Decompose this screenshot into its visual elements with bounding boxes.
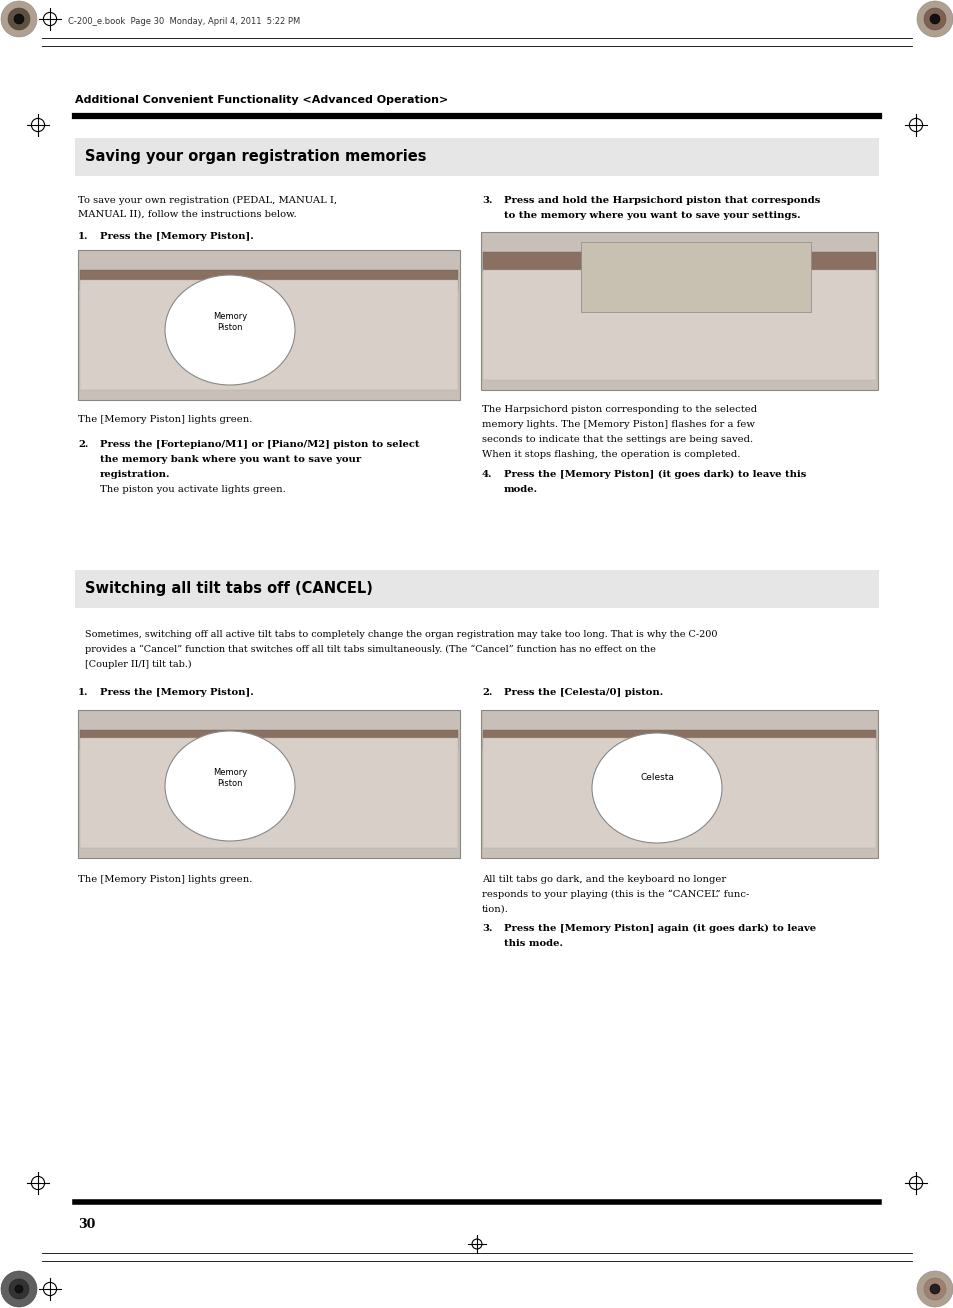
Text: memory lights. The [Memory Piston] flashes for a few: memory lights. The [Memory Piston] flash… — [481, 420, 754, 429]
Bar — [80, 280, 457, 390]
Text: C-200_e.book  Page 30  Monday, April 4, 2011  5:22 PM: C-200_e.book Page 30 Monday, April 4, 20… — [68, 17, 300, 26]
Circle shape — [15, 1284, 23, 1294]
Bar — [80, 269, 457, 290]
Ellipse shape — [165, 731, 294, 841]
Ellipse shape — [165, 275, 294, 385]
Bar — [78, 250, 459, 400]
Text: Sometimes, switching off all active tilt tabs to completely change the organ reg: Sometimes, switching off all active tilt… — [85, 630, 717, 640]
Text: registration.: registration. — [100, 470, 171, 479]
Bar — [75, 570, 878, 608]
Text: this mode.: this mode. — [503, 939, 562, 948]
Text: All tilt tabs go dark, and the keyboard no longer: All tilt tabs go dark, and the keyboard … — [481, 875, 725, 884]
Text: Memory
Piston: Memory Piston — [213, 313, 247, 332]
Text: responds to your playing (this is the “CANCEL” func-: responds to your playing (this is the “C… — [481, 889, 749, 900]
Bar — [80, 738, 457, 848]
Text: 3.: 3. — [481, 196, 492, 205]
Text: 4.: 4. — [481, 470, 492, 479]
Text: Switching all tilt tabs off (CANCEL): Switching all tilt tabs off (CANCEL) — [85, 582, 373, 596]
Text: 2.: 2. — [481, 688, 492, 697]
Text: mode.: mode. — [503, 485, 537, 494]
Circle shape — [14, 14, 24, 24]
Text: Celesta: Celesta — [639, 773, 673, 782]
Text: Press the [Celesta/0] piston.: Press the [Celesta/0] piston. — [503, 688, 662, 697]
Text: Press the [Memory Piston].: Press the [Memory Piston]. — [100, 688, 253, 697]
Text: To save your own registration (PEDAL, MANUAL I,: To save your own registration (PEDAL, MA… — [78, 196, 336, 205]
Bar — [75, 139, 878, 177]
Text: seconds to indicate that the settings are being saved.: seconds to indicate that the settings ar… — [481, 436, 752, 443]
Circle shape — [929, 14, 939, 24]
Circle shape — [1, 1271, 37, 1307]
Text: Saving your organ registration memories: Saving your organ registration memories — [85, 149, 426, 165]
Text: Press the [Memory Piston] again (it goes dark) to leave: Press the [Memory Piston] again (it goes… — [503, 923, 815, 933]
Text: The piston you activate lights green.: The piston you activate lights green. — [100, 485, 286, 494]
Text: 1.: 1. — [78, 232, 89, 241]
Circle shape — [916, 1, 952, 37]
Circle shape — [9, 1279, 29, 1299]
Bar — [482, 730, 875, 749]
Bar — [580, 242, 810, 313]
Text: The [Memory Piston] lights green.: The [Memory Piston] lights green. — [78, 415, 253, 424]
Text: The [Memory Piston] lights green.: The [Memory Piston] lights green. — [78, 875, 253, 884]
Circle shape — [923, 1278, 945, 1300]
Text: 30: 30 — [78, 1218, 95, 1231]
Text: 1.: 1. — [78, 688, 89, 697]
Ellipse shape — [592, 732, 721, 842]
Circle shape — [929, 1284, 939, 1294]
Text: When it stops flashing, the operation is completed.: When it stops flashing, the operation is… — [481, 450, 740, 459]
Text: 2.: 2. — [78, 439, 89, 449]
Text: to the memory where you want to save your settings.: to the memory where you want to save you… — [503, 211, 800, 220]
Text: The Harpsichord piston corresponding to the selected: The Harpsichord piston corresponding to … — [481, 405, 757, 415]
Text: Additional Convenient Functionality <Advanced Operation>: Additional Convenient Functionality <Adv… — [75, 95, 448, 105]
Text: Press the [Fortepiano/M1] or [Piano/M2] piston to select: Press the [Fortepiano/M1] or [Piano/M2] … — [100, 439, 419, 449]
Text: provides a “Cancel” function that switches off all tilt tabs simultaneously. (Th: provides a “Cancel” function that switch… — [85, 645, 656, 654]
Text: Press the [Memory Piston] (it goes dark) to leave this: Press the [Memory Piston] (it goes dark)… — [503, 470, 805, 479]
Circle shape — [923, 8, 945, 30]
Circle shape — [916, 1271, 952, 1307]
Text: MANUAL II), follow the instructions below.: MANUAL II), follow the instructions belo… — [78, 211, 296, 218]
Text: Press and hold the Harpsichord piston that corresponds: Press and hold the Harpsichord piston th… — [503, 196, 820, 205]
Circle shape — [1, 1, 37, 37]
Text: Memory
Piston: Memory Piston — [213, 768, 247, 787]
Circle shape — [8, 8, 30, 30]
Text: [Coupler II/I] tilt tab.): [Coupler II/I] tilt tab.) — [85, 661, 192, 670]
Text: the memory bank where you want to save your: the memory bank where you want to save y… — [100, 455, 361, 464]
Text: tion).: tion). — [481, 905, 508, 914]
Text: Press the [Memory Piston].: Press the [Memory Piston]. — [100, 232, 253, 241]
Bar — [80, 730, 457, 749]
Bar — [480, 232, 877, 390]
Bar — [482, 252, 875, 272]
Text: 3.: 3. — [481, 923, 492, 933]
Bar — [482, 269, 875, 381]
Bar — [480, 710, 877, 858]
Bar — [482, 738, 875, 848]
Bar — [78, 710, 459, 858]
